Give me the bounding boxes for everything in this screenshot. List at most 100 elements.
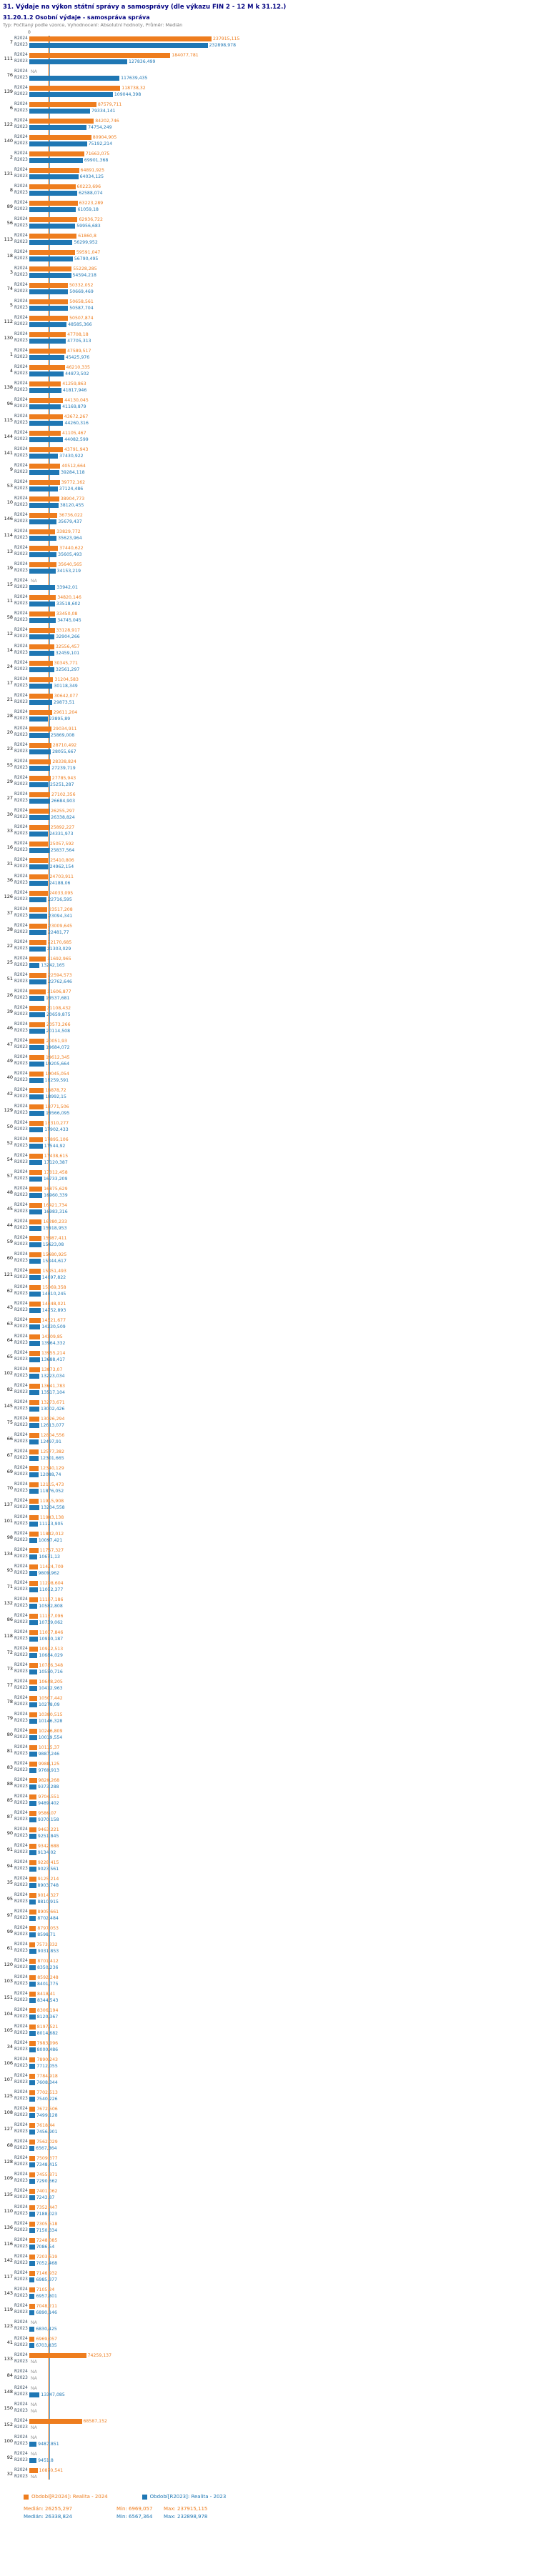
chart-row: 26 R2024 21606,877 R2023 19537,681 [3,989,533,1001]
bar-2023 [29,59,128,64]
series-tick-label-2023: R2023 [14,2458,28,2462]
series-tick-label-2024: R2024 [14,1334,28,1339]
bar-2023 [29,1849,36,1855]
series-tick-label-2024: R2024 [14,1614,28,1618]
bar-2023 [29,1307,41,1313]
value-label-2023: 14752,893 [41,1307,66,1313]
series-tick-label-2023: R2023 [14,1899,28,1904]
bar-2024 [29,1252,41,1257]
bar-2023 [29,1192,43,1198]
bar-2023 [29,174,79,179]
bar-2023 [29,716,48,722]
series-tick-label-2024: R2024 [14,989,28,994]
row-id-label: 2 [9,154,13,160]
row-id-label: 136 [4,2224,13,2230]
value-label-2024: 41105,467 [62,430,86,436]
bar-2024 [29,1301,41,1307]
value-label-2023: 24962,154 [49,864,74,869]
bar-2023 [29,239,73,245]
value-label-2024: 9463,221 [38,1827,59,1832]
bar-2024 [29,348,66,354]
bar-2024 [29,1465,39,1471]
bar-2023 [29,2211,35,2217]
value-label-2023: 37430,922 [59,453,84,459]
bar-2023 [29,814,50,820]
value-label-2024: 10648,205 [39,1679,63,1684]
chart-row: 108 R2024 7672,506 R2023 7499,128 [3,2106,533,2118]
series-tick-label-2024: R2024 [14,1055,28,1059]
series-tick-label-2024: R2024 [14,2320,28,2325]
value-label-2023: 47705,313 [67,338,91,344]
row-id-label: 145 [4,1402,13,1409]
series-tick-label-2023: R2023 [14,1834,28,1838]
value-label-2023: 19537,681 [45,995,70,1001]
row-id-label: 10 [6,499,13,505]
row-id-label: 78 [6,1698,13,1704]
chart-row: 15 R2024 NA R2023 33942,01 [3,578,533,590]
row-id-label: 51 [6,975,13,982]
row-id-label: 83 [6,1764,13,1770]
bar-2023 [29,946,46,952]
value-label-2024: 16875,629 [44,1186,68,1192]
value-label-2024: 60223,696 [76,184,101,189]
value-label-2024: NA [31,2385,37,2391]
bar-2024 [29,1202,42,1208]
bar-2023 [29,535,57,541]
row-id-label: 99 [6,1928,13,1935]
series-tick-label-2024: R2024 [14,727,28,731]
value-label-2023: 7086,54 [36,2244,55,2250]
chart-row: 40 R2024 19045,054 R2023 18259,591 [3,1071,533,1083]
row-id-label: 52 [6,1139,13,1146]
row-id-label: 79 [6,1714,13,1721]
row-id-label: 3 [9,269,13,275]
value-label-2023: 9451,8 [38,2457,54,2463]
value-label-2023: 75192,214 [88,141,113,146]
legend-label-2024: Období[R2024]: Realita - 2024 [31,2494,108,2500]
value-label-2023: 10910,187 [39,1636,64,1642]
chart-row: 140 R2024 80904,905 R2023 75192,214 [3,134,533,146]
series-tick-label-2024: R2024 [14,1203,28,1207]
chart-row: 1 R2024 47589,517 R2023 45425,976 [3,348,533,360]
series-tick-label-2023: R2023 [14,1259,28,1263]
bar-2024 [29,1350,40,1356]
series-tick-label-2024: R2024 [14,546,28,550]
bar-2024 [29,627,55,633]
series-tick-label-2023: R2023 [14,109,28,113]
series-tick-label-2024: R2024 [14,1417,28,1421]
bar-2024 [29,200,78,206]
bar-2023 [29,1094,44,1099]
series-tick-label-2023: R2023 [14,1768,28,1772]
series-tick-label-2023: R2023 [14,1735,28,1739]
value-label-2023: 44082,599 [64,436,89,442]
value-label-2023: 11052,377 [39,1587,64,1592]
chart-row: 33 R2024 25892,227 R2023 24331,973 [3,824,533,837]
bar-2023 [29,880,48,886]
series-tick-label-2023: R2023 [14,1669,28,1674]
series-tick-label-2024: R2024 [14,2156,28,2160]
value-label-2024: 9988,125 [38,1761,60,1767]
chart-row: 113 R2024 61860,8 R2023 56299,952 [3,233,533,245]
value-label-2023: 232898,978 [209,42,237,48]
value-label-2023: 61059,18 [77,206,99,212]
value-label-2024: 36736,022 [59,512,83,518]
series-tick-label-2023: R2023 [14,947,28,951]
value-label-2024: 7352,447 [36,2205,58,2210]
value-label-2024: 7305,518 [36,2221,58,2227]
value-label-2023: 12088,74 [39,1472,61,1477]
chart-row: 41 R2024 6969,057 R2023 6703,835 [3,2336,533,2348]
series-tick-label-2024: R2024 [14,414,28,419]
value-label-2024: 13026,294 [40,1416,65,1422]
value-label-2023: 25837,564 [50,847,75,853]
bar-2024 [29,923,47,929]
chart-row: 57 R2024 17012,458 R2023 16733,209 [3,1169,533,1182]
series-tick-label-2023: R2023 [14,240,28,244]
series-tick-label-2023: R2023 [14,273,28,277]
bar-2023 [29,272,71,278]
bar-2024 [29,1334,41,1339]
chart-row: 120 R2024 8701,412 R2023 8350,236 [3,1958,533,1970]
series-tick-label-2023: R2023 [14,371,28,376]
series-tick-label-2024: R2024 [14,759,28,764]
chart-row: 17 R2024 31204,583 R2023 30118,349 [3,677,533,689]
bar-2023 [29,2047,36,2052]
bar-2023 [29,338,66,344]
